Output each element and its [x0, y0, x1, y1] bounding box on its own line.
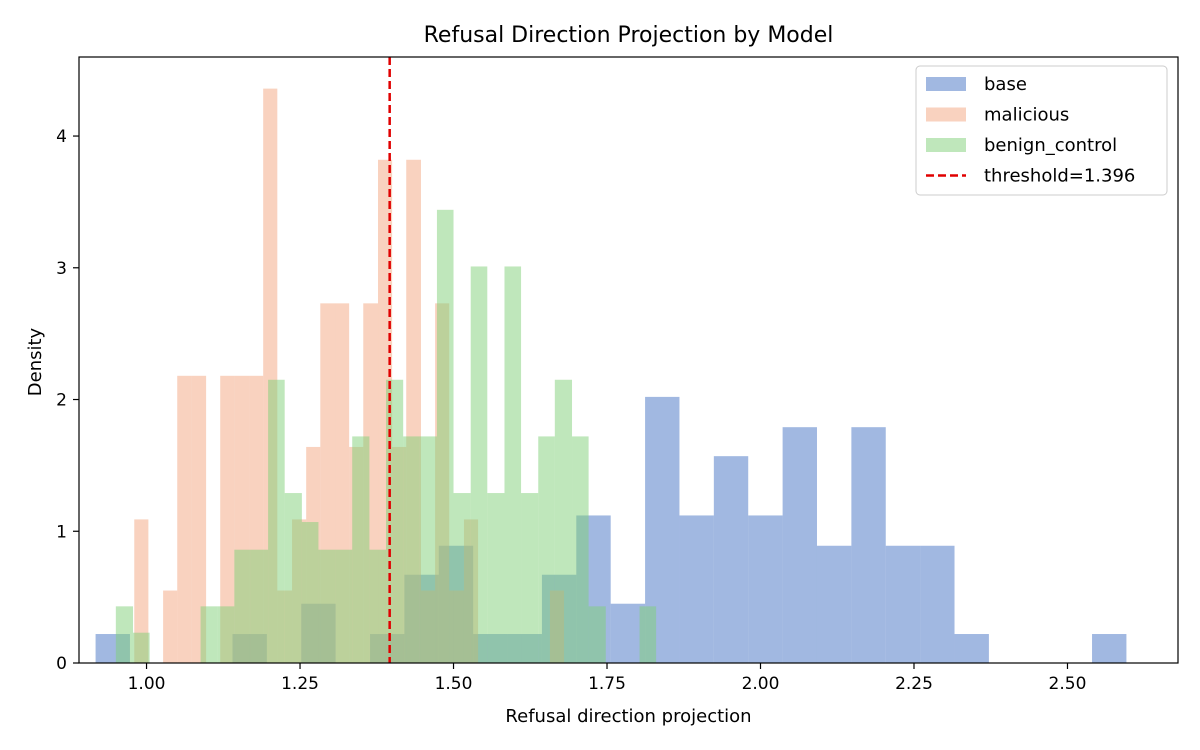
histogram-bar	[419, 436, 437, 663]
x-axis-label: Refusal direction projection	[505, 706, 751, 727]
series-benign-control	[115, 209, 657, 663]
legend-label: base	[984, 74, 1027, 95]
histogram-bar	[217, 606, 235, 663]
histogram-bar	[133, 632, 150, 663]
histogram-bar	[610, 603, 646, 663]
histogram-bar	[177, 375, 192, 663]
histogram-bar	[504, 266, 522, 663]
x-tick-label: 1.50	[435, 674, 473, 694]
x-tick-label: 1.25	[281, 674, 319, 694]
x-tick-label: 1.75	[588, 674, 626, 694]
histogram-bar	[782, 427, 817, 663]
histogram-bar	[436, 209, 454, 663]
histogram-bar	[191, 375, 207, 663]
histogram-bar	[521, 493, 539, 663]
x-tick-label: 1.00	[128, 674, 166, 694]
histogram-bar	[369, 549, 386, 663]
histogram-bar	[335, 549, 353, 663]
y-tick-label: 2	[56, 391, 67, 411]
histogram-bar	[588, 606, 606, 663]
bars-layer	[95, 88, 1127, 664]
histogram-bar	[470, 266, 488, 663]
y-tick-label: 3	[56, 259, 67, 279]
histogram-bar	[284, 493, 302, 663]
axes-layer: 1.00 1.25 1.50 1.75 2.00 2.25 2.50 0 1 2 3 4	[56, 56, 1179, 694]
histogram-bar	[538, 436, 555, 663]
y-axis-label: Density	[25, 327, 46, 396]
histogram-bar	[487, 493, 505, 663]
legend-label: malicious	[984, 105, 1069, 126]
legend-swatch	[926, 138, 966, 152]
histogram-bar	[851, 427, 886, 663]
histogram-bar	[679, 515, 714, 663]
legend-swatch	[926, 107, 966, 122]
y-tick-label: 1	[56, 522, 67, 542]
histogram-bar	[403, 436, 420, 663]
histogram-bar	[134, 519, 149, 663]
histogram-bar	[639, 606, 657, 663]
histogram-bar	[268, 379, 285, 663]
histogram-bar	[318, 549, 336, 663]
x-tick-label: 2.25	[895, 674, 933, 694]
histogram-bar	[713, 456, 749, 663]
legend-box	[915, 65, 1168, 196]
x-tick-label: 2.50	[1049, 674, 1087, 694]
histogram-bar	[301, 522, 319, 663]
histogram-bar	[115, 606, 134, 663]
legend-label: benign_control	[984, 135, 1117, 156]
histogram-bar	[453, 493, 471, 663]
histogram-bar	[920, 545, 955, 663]
histogram-bar	[885, 545, 921, 663]
histogram-bar	[220, 375, 235, 663]
histogram-bar	[748, 515, 783, 663]
histogram-bar	[554, 379, 573, 663]
histogram-bar	[816, 545, 852, 663]
histogram-bar	[163, 590, 178, 663]
legend: base malicious benign_control threshold=1.3…	[915, 65, 1168, 196]
y-tick-label: 0	[56, 654, 67, 674]
histogram-bar	[1092, 634, 1127, 663]
plot-frame	[78, 56, 1179, 664]
y-tick-label: 4	[56, 127, 67, 147]
histogram-bar	[234, 549, 251, 663]
legend-label: threshold=1.396	[984, 166, 1135, 187]
x-tick-label: 2.00	[742, 674, 780, 694]
histogram-bar	[352, 436, 370, 663]
legend-swatch	[926, 77, 966, 91]
histogram-bar	[200, 606, 218, 663]
histogram-bar	[572, 436, 589, 663]
histogram-bar	[250, 549, 269, 663]
histogram-bar	[954, 634, 989, 663]
chart-title: Refusal Direction Projection by Model	[424, 23, 834, 48]
